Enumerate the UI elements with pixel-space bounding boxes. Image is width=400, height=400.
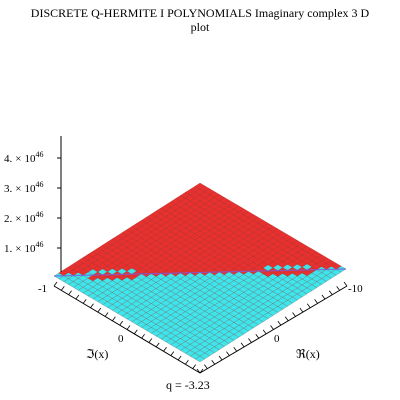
axis-tick-mark: [75, 294, 80, 300]
imag-axis: -1 0 ℑ(x): [38, 281, 204, 374]
z-tick-label: 1. × 1046: [4, 240, 43, 255]
axis-tick-mark: [53, 281, 58, 287]
real-tick-label: 0: [274, 333, 280, 345]
axis-tick-mark: [270, 325, 274, 330]
axis-tick-mark: [104, 312, 109, 317]
axis-tick-mark: [90, 303, 94, 308]
axis-tick-mark: [112, 316, 116, 322]
axis-tick-mark: [141, 333, 145, 339]
axis-tick-mark: [185, 360, 189, 365]
axis-tick-mark: [277, 320, 282, 326]
real-axis-label: ℜ(x): [296, 347, 320, 361]
imag-axis-label: ℑ(x): [86, 347, 108, 361]
axis-tick-mark: [97, 307, 102, 313]
axis-tick-mark: [306, 303, 311, 308]
chart-title: DISCRETE Q-HERMITE I POLYNOMIALS Imagina…: [0, 6, 400, 34]
axis-tick-mark: [328, 290, 333, 295]
axis-tick-mark: [240, 342, 245, 348]
chart-title-line-1: DISCRETE Q-HERMITE I POLYNOMIALS Imagina…: [30, 6, 370, 20]
axis-tick-mark: [82, 299, 87, 304]
z-axis: 4. × 1046 3. × 1046 2. × 1046 1. × 1046: [4, 136, 62, 272]
axis-tick-mark: [133, 329, 138, 335]
axis-tick-mark: [196, 368, 201, 374]
axis-tick-mark: [148, 338, 153, 343]
axis-tick-mark: [119, 320, 124, 326]
axis-tick-mark: [284, 316, 289, 322]
surface-seam: [53, 268, 347, 277]
z-tick-label: 2. × 1046: [4, 210, 43, 225]
axis-tick-mark: [255, 333, 260, 339]
axis-tick-mark: [321, 294, 326, 300]
surface-mesh: [53, 182, 347, 363]
axis-tick-mark: [170, 351, 175, 356]
axis-tick-mark: [155, 342, 160, 348]
axis-tick-mark: [233, 347, 238, 352]
axis-tick-mark: [248, 338, 252, 343]
axis-tick-mark: [292, 312, 296, 317]
axis-tick-mark: [314, 299, 318, 304]
axis-tick-mark: [192, 364, 197, 369]
imag-tick-label: 0: [118, 333, 124, 345]
z-tick-label: 3. × 1046: [4, 180, 43, 195]
axis-tick-mark: [211, 360, 216, 365]
axis-tick-mark: [60, 286, 65, 291]
axis-tick-mark: [226, 351, 230, 356]
axis-tick-mark: [343, 281, 348, 287]
chart-title-line-2: plot: [190, 20, 210, 34]
axis-tick-mark: [204, 364, 208, 369]
axis-tick-mark: [336, 286, 340, 291]
axis-tick-mark: [177, 355, 182, 361]
real-axis: -10 0 ℜ(x): [196, 281, 363, 374]
parameter-label: q = -3.23: [166, 378, 210, 392]
axis-tick-mark: [68, 290, 72, 295]
axis-tick-mark: [126, 325, 131, 330]
axis-tick-mark: [262, 329, 267, 335]
axis-tick-mark: [218, 355, 223, 361]
imag-tick-label: -1: [38, 283, 47, 295]
real-axis-ticks: [196, 281, 348, 374]
real-tick-label: -10: [348, 283, 363, 295]
axis-tick-mark: [163, 347, 167, 352]
z-tick-label: 4. × 1046: [4, 150, 43, 165]
imag-axis-ticks: [53, 281, 204, 374]
axis-tick-mark: [299, 307, 304, 313]
